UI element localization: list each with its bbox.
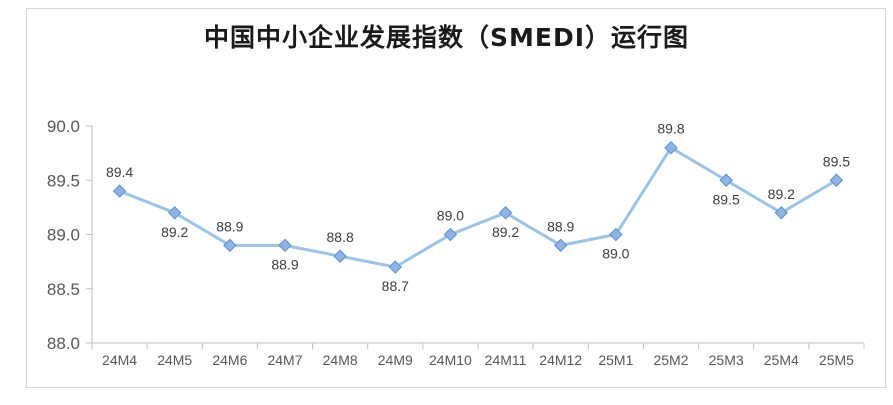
chart-axes (86, 125, 865, 349)
data-label: 88.8 (327, 229, 354, 245)
chart-title: 中国中小企业发展指数（SMEDI）运行图 (203, 23, 690, 52)
x-tick-label: 24M7 (267, 352, 302, 368)
data-point-marker (609, 227, 623, 242)
y-tick-label: 90.0 (47, 117, 80, 136)
y-tick-label: 88.5 (47, 280, 80, 299)
data-label: 88.9 (216, 218, 243, 234)
data-point-marker (498, 206, 513, 220)
data-point-marker (829, 173, 844, 187)
data-label: 88.7 (382, 278, 409, 294)
data-label: 89.0 (602, 246, 629, 262)
y-tick-label: 89.0 (47, 226, 80, 245)
x-tick-label: 24M9 (378, 352, 413, 368)
data-point-marker (719, 173, 733, 187)
series-markers (112, 140, 844, 274)
x-tick-label: 24M12 (539, 352, 582, 368)
x-tick-label: 24M5 (157, 352, 192, 368)
data-point-marker (168, 206, 182, 220)
data-point-marker (774, 206, 788, 220)
data-point-marker (388, 260, 402, 274)
data-point-marker (112, 184, 127, 198)
x-tick-label: 25M1 (598, 352, 633, 368)
data-point-marker (333, 249, 347, 263)
data-point-marker (278, 238, 292, 253)
data-label: 89.2 (768, 186, 795, 202)
x-tick-label: 24M11 (485, 352, 527, 368)
data-label: 89.2 (161, 224, 188, 240)
data-point-marker (443, 227, 458, 242)
x-tick-label: 25M4 (764, 352, 799, 368)
data-label: 89.4 (106, 164, 133, 180)
data-label: 89.0 (437, 208, 464, 224)
data-label: 88.9 (547, 218, 574, 234)
x-tick-label: 24M10 (429, 352, 472, 368)
data-label: 89.8 (657, 121, 684, 137)
y-tick-label: 88.0 (47, 334, 80, 353)
series-line (119, 146, 838, 269)
x-tick-label: 25M2 (653, 352, 688, 368)
data-point-marker (664, 140, 678, 155)
x-tick-label: 25M5 (819, 352, 854, 368)
y-tick-label: 89.5 (47, 171, 80, 190)
x-tick-label: 24M8 (323, 352, 358, 368)
chart-frame (26, 8, 886, 388)
x-tick-label: 24M6 (212, 352, 247, 368)
x-tick-label: 24M4 (102, 352, 137, 368)
data-labels: 89.4 89.2 88.9 88.9 88.8 88.7 89.0 89.2 88.9 89.0… (106, 121, 850, 294)
data-label: 89.5 (713, 191, 740, 207)
data-point-marker (554, 238, 568, 253)
data-label: 89.2 (492, 224, 519, 240)
x-tick-labels: 24M4 24M5 24M6 24M7 24M8 24M9 24M10 24M11 24M12 2… (102, 352, 854, 368)
data-point-marker (223, 238, 237, 253)
x-tick-label: 25M3 (709, 352, 744, 368)
y-tick-labels: 88.0 88.5 89.0 89.5 90.0 (47, 117, 80, 353)
data-label: 88.9 (271, 256, 298, 272)
data-label: 89.5 (823, 153, 850, 169)
